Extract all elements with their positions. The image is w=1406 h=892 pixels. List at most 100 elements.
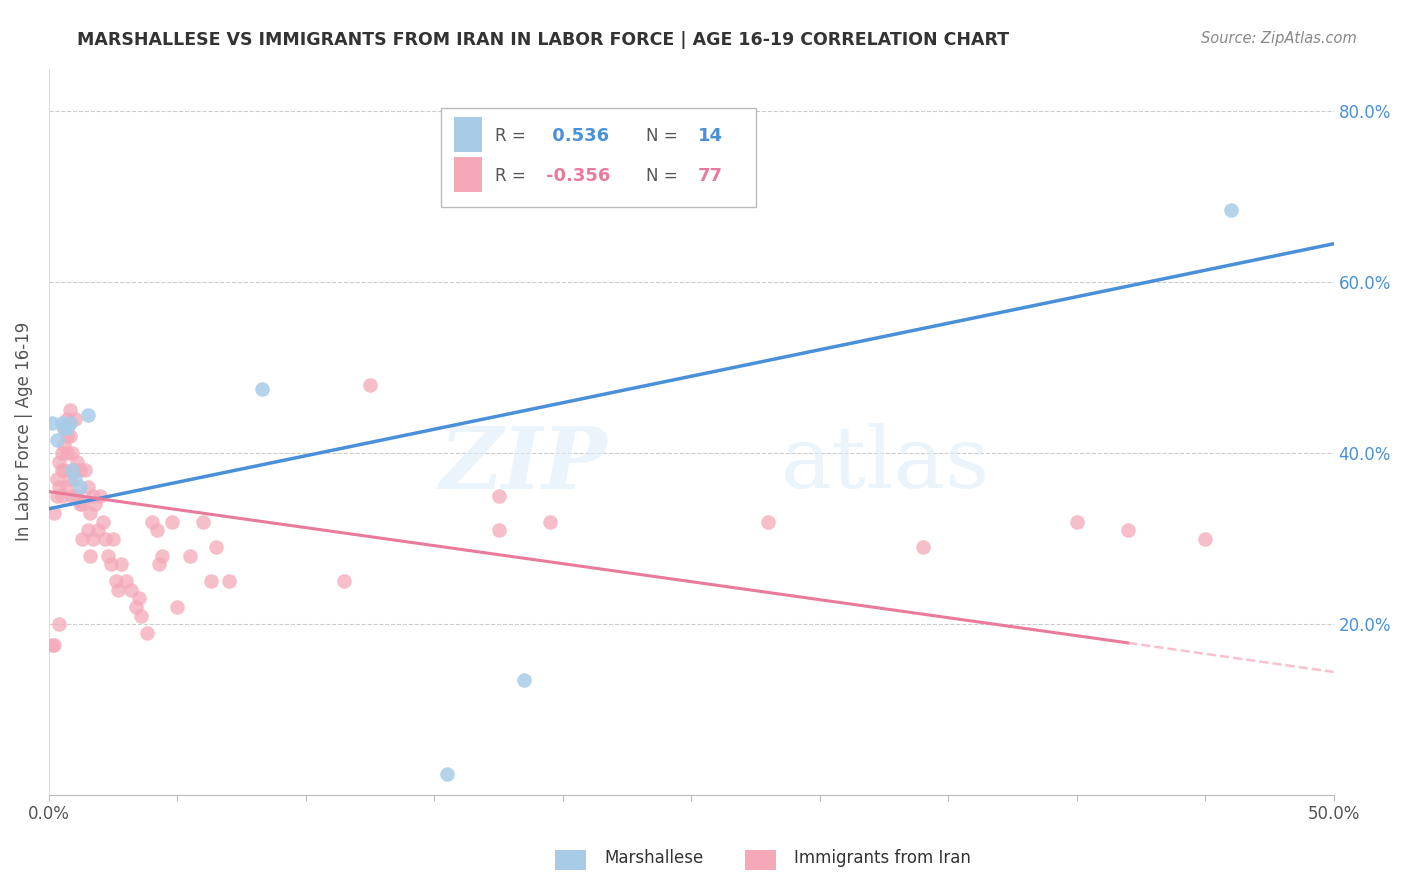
Point bbox=[53, 437, 76, 451]
Point bbox=[41, 416, 63, 430]
Point bbox=[758, 515, 780, 529]
Point bbox=[56, 429, 79, 443]
Point bbox=[150, 549, 173, 563]
Point bbox=[97, 549, 120, 563]
Point bbox=[166, 600, 188, 615]
Point bbox=[48, 455, 70, 469]
Point bbox=[58, 429, 80, 443]
Point bbox=[53, 463, 76, 477]
Point bbox=[131, 608, 153, 623]
Point bbox=[513, 673, 536, 687]
Y-axis label: In Labor Force | Age 16-19: In Labor Force | Age 16-19 bbox=[15, 322, 32, 541]
Text: MARSHALLESE VS IMMIGRANTS FROM IRAN IN LABOR FORCE | AGE 16-19 CORRELATION CHART: MARSHALLESE VS IMMIGRANTS FROM IRAN IN L… bbox=[77, 31, 1010, 49]
Point bbox=[89, 489, 111, 503]
Point bbox=[120, 582, 142, 597]
Text: Immigrants from Iran: Immigrants from Iran bbox=[794, 849, 972, 867]
Text: Marshallese: Marshallese bbox=[605, 849, 704, 867]
Point bbox=[76, 408, 98, 422]
Point bbox=[45, 472, 67, 486]
Point bbox=[51, 463, 73, 477]
Point bbox=[58, 472, 80, 486]
Point bbox=[60, 446, 83, 460]
Point bbox=[91, 515, 114, 529]
Text: atlas: atlas bbox=[782, 423, 990, 506]
Point bbox=[60, 463, 83, 477]
Point bbox=[911, 540, 934, 554]
Point bbox=[125, 600, 148, 615]
Point bbox=[53, 420, 76, 434]
Point bbox=[107, 582, 129, 597]
Point bbox=[128, 591, 150, 606]
Point bbox=[60, 489, 83, 503]
FancyBboxPatch shape bbox=[441, 109, 755, 207]
Point bbox=[48, 617, 70, 632]
Point bbox=[87, 523, 110, 537]
Point bbox=[76, 480, 98, 494]
Point bbox=[66, 489, 89, 503]
Point bbox=[1066, 515, 1088, 529]
Point bbox=[141, 515, 163, 529]
Point bbox=[488, 489, 510, 503]
Point bbox=[1219, 202, 1241, 217]
Point bbox=[56, 480, 79, 494]
Point bbox=[162, 515, 184, 529]
Point bbox=[69, 480, 91, 494]
Text: 77: 77 bbox=[697, 167, 723, 185]
Point bbox=[79, 549, 101, 563]
Point bbox=[104, 574, 127, 589]
Text: 14: 14 bbox=[697, 127, 723, 145]
Text: N =: N = bbox=[647, 127, 683, 145]
Text: R =: R = bbox=[495, 167, 530, 185]
Point bbox=[179, 549, 201, 563]
Point bbox=[359, 377, 381, 392]
Point bbox=[115, 574, 138, 589]
Point bbox=[94, 532, 117, 546]
Point bbox=[66, 455, 89, 469]
Point bbox=[205, 540, 228, 554]
Point bbox=[103, 532, 125, 546]
Bar bbox=[454, 157, 482, 192]
Point bbox=[1194, 532, 1216, 546]
Point bbox=[58, 416, 80, 430]
Point bbox=[60, 463, 83, 477]
Point bbox=[191, 515, 214, 529]
Point bbox=[333, 574, 356, 589]
Point bbox=[218, 574, 240, 589]
Point bbox=[51, 416, 73, 430]
Point bbox=[82, 489, 104, 503]
Point bbox=[146, 523, 169, 537]
Point bbox=[1116, 523, 1139, 537]
Point bbox=[58, 403, 80, 417]
Text: ZIP: ZIP bbox=[440, 423, 607, 507]
Point bbox=[82, 532, 104, 546]
Point bbox=[79, 506, 101, 520]
Point bbox=[72, 498, 94, 512]
Point bbox=[56, 420, 79, 434]
Text: Source: ZipAtlas.com: Source: ZipAtlas.com bbox=[1201, 31, 1357, 46]
Point bbox=[252, 382, 274, 396]
Point bbox=[69, 498, 91, 512]
Point bbox=[53, 420, 76, 434]
Point bbox=[41, 639, 63, 653]
Point bbox=[488, 523, 510, 537]
Point bbox=[436, 766, 458, 780]
Point bbox=[69, 463, 91, 477]
Bar bbox=[454, 117, 482, 152]
Point bbox=[56, 412, 79, 426]
Point bbox=[51, 489, 73, 503]
Point bbox=[73, 463, 96, 477]
Point bbox=[56, 446, 79, 460]
Point bbox=[72, 532, 94, 546]
Text: R =: R = bbox=[495, 127, 530, 145]
Point bbox=[42, 506, 65, 520]
Point bbox=[63, 463, 86, 477]
Point bbox=[48, 480, 70, 494]
Text: 0.536: 0.536 bbox=[546, 127, 609, 145]
Point bbox=[45, 489, 67, 503]
Point bbox=[84, 498, 107, 512]
Point bbox=[63, 472, 86, 486]
Point bbox=[100, 558, 122, 572]
Point bbox=[200, 574, 222, 589]
Point bbox=[76, 523, 98, 537]
Point bbox=[45, 434, 67, 448]
